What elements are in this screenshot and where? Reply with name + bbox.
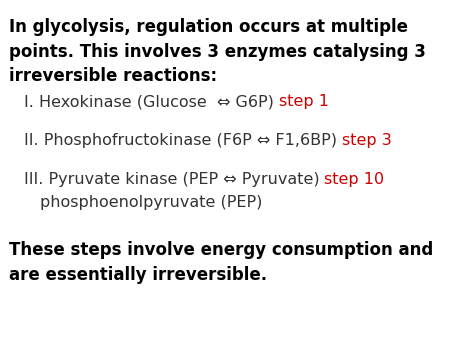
- Text: I. Hexokinase (Glucose  ⇔ G6P): I. Hexokinase (Glucose ⇔ G6P): [24, 94, 279, 109]
- Text: In glycolysis, regulation occurs at multiple: In glycolysis, regulation occurs at mult…: [9, 18, 409, 36]
- Text: step 10: step 10: [324, 172, 384, 187]
- Text: points. This involves 3 enzymes catalysing 3: points. This involves 3 enzymes catalysi…: [9, 43, 426, 61]
- Text: step 3: step 3: [342, 133, 392, 148]
- Text: These steps involve energy consumption and: These steps involve energy consumption a…: [9, 241, 434, 260]
- Text: are essentially irreversible.: are essentially irreversible.: [9, 266, 268, 284]
- Text: step 1: step 1: [279, 94, 328, 109]
- Text: III. Pyruvate kinase (PEP ⇔ Pyruvate): III. Pyruvate kinase (PEP ⇔ Pyruvate): [24, 172, 324, 187]
- Text: irreversible reactions:: irreversible reactions:: [9, 67, 218, 86]
- Text: II. Phosphofructokinase (F6P ⇔ F1,6BP): II. Phosphofructokinase (F6P ⇔ F1,6BP): [24, 133, 342, 148]
- Text: phosphoenolpyruvate (PEP): phosphoenolpyruvate (PEP): [40, 195, 263, 210]
